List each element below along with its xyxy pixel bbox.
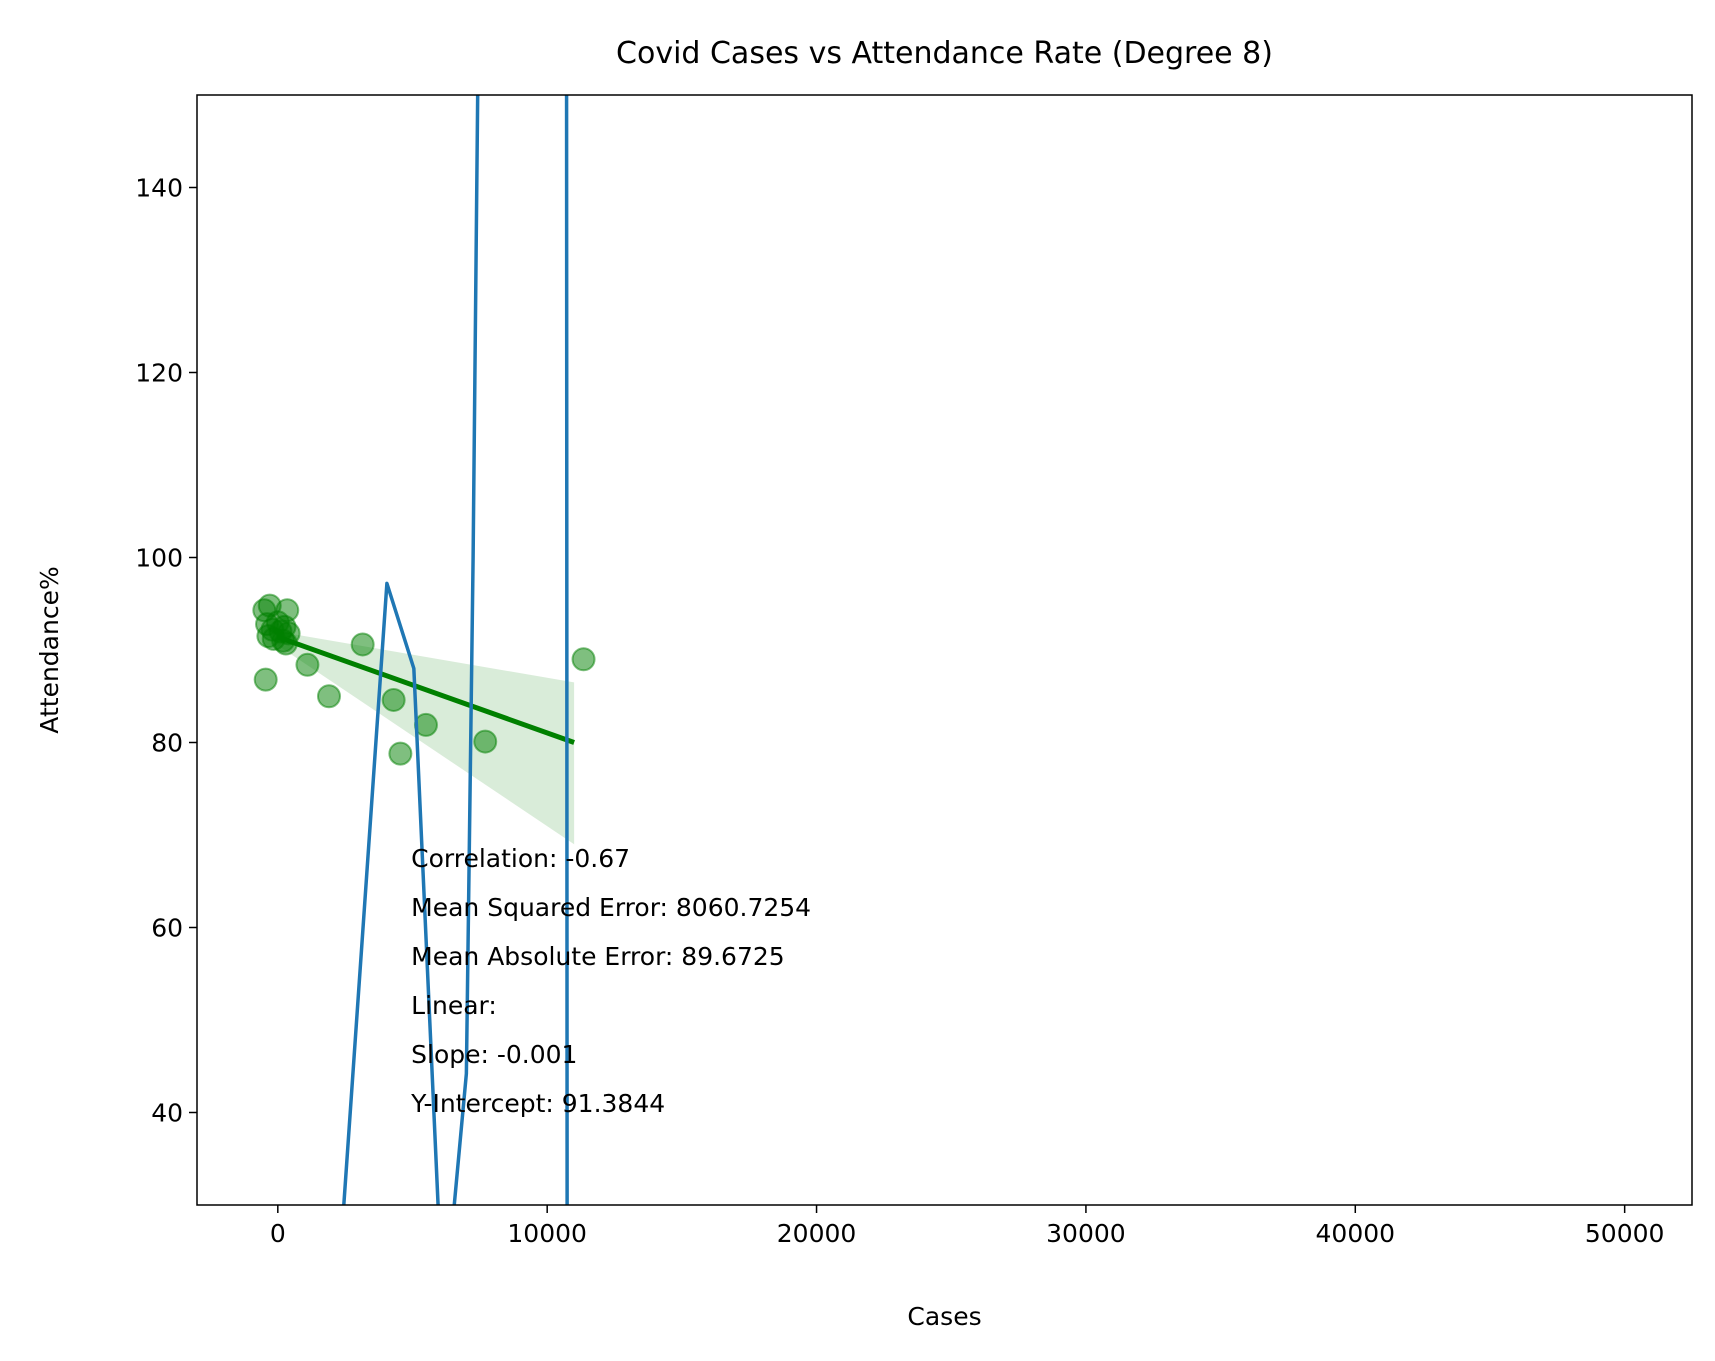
scatter-point: [571, 647, 596, 672]
annotation-line: Y-Intercept: 91.3844: [410, 1089, 665, 1118]
y-tick-label: 80: [151, 729, 183, 758]
polynomial-fit-curve: [342, 95, 569, 1205]
scatter-point: [388, 741, 413, 766]
scatter-point: [473, 729, 498, 754]
x-tick-label: 30000: [1046, 1219, 1126, 1248]
scatter-point: [316, 684, 341, 709]
x-tick-label: 40000: [1316, 1219, 1396, 1248]
y-axis: 40 60 80 100 120 140: [135, 174, 197, 1128]
annotation-line: Mean Absolute Error: 89.6725: [411, 942, 785, 971]
plot-frame: [196, 94, 1693, 1206]
y-tick-label: 120: [135, 359, 183, 388]
x-axis-label: Cases: [907, 1302, 981, 1331]
y-tick-label: 40: [151, 1099, 183, 1128]
chart-title: Covid Cases vs Attendance Rate (Degree 8…: [616, 36, 1273, 71]
confidence-band: [277, 631, 575, 845]
scatter-point: [295, 652, 320, 677]
scatter-point: [272, 614, 297, 639]
y-tick-label: 100: [135, 544, 183, 573]
annotation-line: Slope: -0.001: [411, 1040, 577, 1069]
annotation-line: Correlation: -0.67: [411, 844, 630, 873]
scatter-point: [381, 687, 406, 712]
y-axis-label: Attendance%: [35, 566, 64, 733]
scatter-point: [253, 667, 278, 692]
x-tick-label: 50000: [1585, 1219, 1665, 1248]
plot-area: [252, 95, 596, 1205]
annotation-line: Mean Squared Error: 8060.7254: [411, 893, 811, 922]
x-tick-label: 0: [270, 1219, 286, 1248]
y-tick-label: 60: [151, 914, 183, 943]
scatter-point: [350, 632, 375, 657]
annotation-line: Linear:: [411, 991, 497, 1020]
x-axis: 0 10000 20000 30000 40000 50000: [270, 1205, 1665, 1248]
regression-line: [276, 634, 575, 745]
y-tick-label: 140: [135, 174, 183, 203]
x-tick-label: 20000: [777, 1219, 857, 1248]
x-tick-label: 10000: [507, 1219, 587, 1248]
stats-annotation: Correlation: -0.67 Mean Squared Error: 80…: [410, 844, 811, 1118]
